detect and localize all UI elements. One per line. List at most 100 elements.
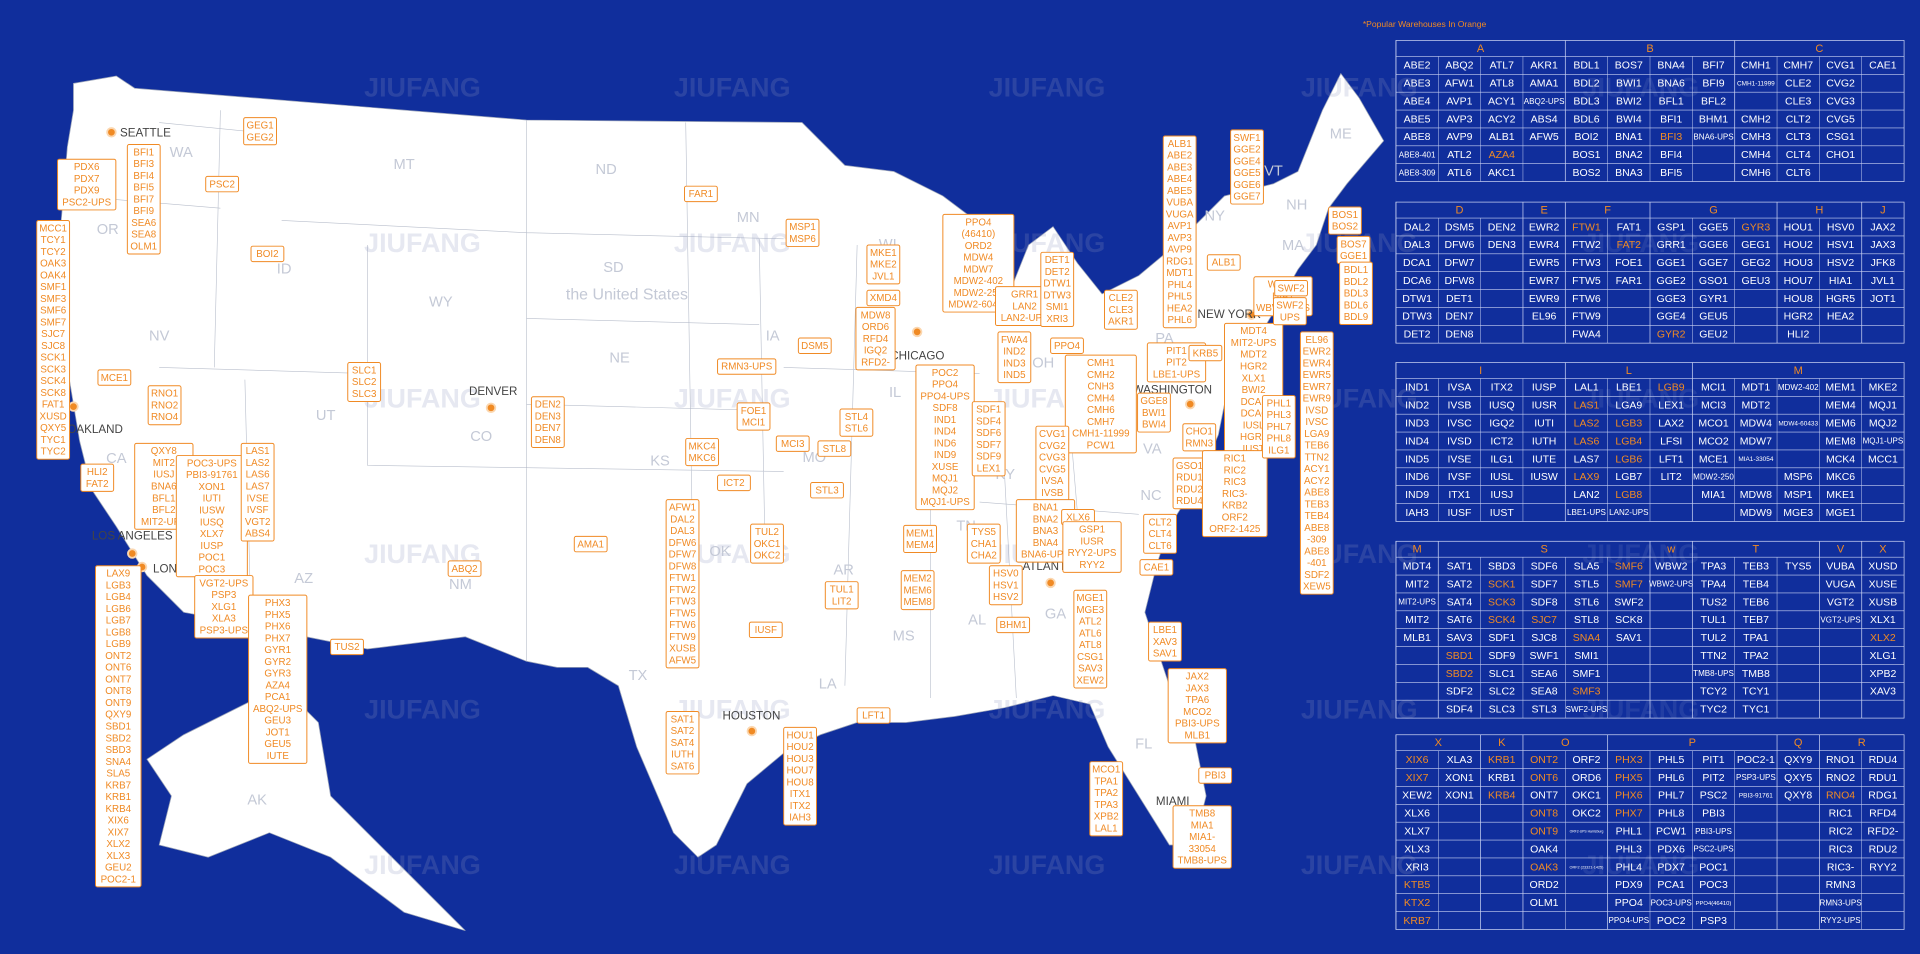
table-cell: BFI4 [1660,149,1682,161]
table-cell: MQJ1 [1869,400,1897,412]
warehouse-code: IND9 [934,450,956,461]
callout-box [1188,344,1223,362]
warehouse-code: GGE5 [1233,168,1261,179]
table-cell: ORD2 [1530,879,1559,891]
warehouse-code: BFI7 [133,194,154,205]
warehouse-code: TUL2 [755,527,779,538]
warehouse-code: IUTE [267,751,290,762]
table-cell: AZA4 [1489,149,1515,161]
warehouse-code: TCY1 [41,235,66,246]
warehouse-code: XLX1 [1242,373,1266,384]
warehouse-code: IUSL [1243,420,1265,431]
warehouse-code: CSG1 [1077,652,1104,663]
callout: TUS2 [330,638,364,656]
table-cell: AVP3 [1446,113,1472,125]
callout-box [966,523,1001,564]
warehouse-code: MDT2 [1240,350,1267,361]
table-cell: PHX3 [1615,754,1643,766]
callout-box [748,621,783,639]
table-cell: XAV3 [1870,686,1896,698]
table-cell: ABE2 [1404,60,1431,72]
table-cell: DCA1 [1403,257,1431,269]
table-cell: MEM1 [1825,382,1856,394]
table-cell: LAN2 [1573,489,1599,501]
table-cell: JFK8 [1871,257,1896,269]
callout-box [1062,521,1122,573]
table-cell: LEX1 [1658,400,1684,412]
table-cell: FTW9 [1572,311,1601,323]
table-cell: TPA2 [1743,650,1769,662]
table-cell: PHL5 [1658,754,1684,766]
warehouse-code: MSP6 [789,234,816,245]
warehouse-code: GYR2 [264,657,291,668]
warehouse-code: PHL4 [1167,280,1192,291]
table-cell: SMF7 [1615,578,1643,590]
table-cell: SLC1 [1489,668,1515,680]
table-cell: IUSR [1532,400,1558,412]
table-cell: ONT6 [1530,772,1558,784]
table-cell: IND4 [1405,435,1429,447]
warehouse-code: SJC8 [41,341,65,352]
warehouse-code: HEA2 [1167,303,1193,314]
table-cell: ABQ2 [1445,60,1473,72]
table-cell: AMA1 [1530,78,1559,90]
callout-box [573,535,608,553]
table-cell: HLI2 [1787,329,1809,341]
callout-box [785,218,820,247]
watermark: JIUFANG [364,228,481,258]
warehouse-code: SMI1 [1046,302,1069,313]
warehouse-code: PHL6 [1167,315,1192,326]
warehouse-code: RFD4 [863,334,889,345]
warehouse-code: UPS [1280,312,1301,323]
table-cell: TTN2 [1700,650,1726,662]
table-cell: DET2 [1404,329,1431,341]
state-label: VT [1264,163,1283,179]
state-label: CO [470,429,492,445]
table-cell: RNO2 [1826,772,1855,784]
warehouse-code: PSC2-UPS [62,197,111,208]
table-cell: KRB1 [1488,754,1516,766]
table-cell: RNO1 [1826,754,1855,766]
warehouse-code: DTW1 [1043,279,1071,290]
table-cell: MQJ2 [1869,418,1897,430]
callout: KRB5 [1188,344,1223,362]
warehouse-code: IUST [1242,444,1264,455]
table-cell: DAL2 [1404,221,1430,233]
warehouse-code: LGB6 [106,604,132,615]
callout: CAE1 [1139,559,1174,576]
table-cell: GSP1 [1657,221,1685,233]
city-dot [1045,577,1056,589]
table-cell: GGE6 [1699,239,1728,251]
table-cell: LAS7 [1574,453,1600,465]
warehouse-code: ILG1 [1268,446,1289,457]
table-cell: LBE1-UPS [1567,508,1606,517]
table-cell: LGB3 [1615,418,1642,430]
table-cell: CSG1 [1826,131,1855,143]
warehouse-code: TYC1 [41,435,66,446]
table-cell: MCI3 [1701,400,1726,412]
table-cell: MKE2 [1869,382,1898,394]
warehouse-code: SAT6 [671,761,695,772]
table-cell: DEN8 [1445,329,1473,341]
state-label: AZ [294,571,313,587]
table-cell: SAT1 [1447,561,1473,573]
table-cell: BDL6 [1573,113,1599,125]
warehouse-code: BFI9 [133,206,154,217]
state-label: MA [1282,238,1304,254]
warehouse-code: ATL2 [1079,617,1102,628]
table-cell: PPO4(46410) [1696,901,1732,907]
callout: DSM5 [797,337,832,354]
warehouse-code: RIC3 [1224,477,1247,488]
warehouse-code: IVSA [1041,476,1064,487]
table-cell: BHM1 [1699,113,1728,125]
warehouse-code: HOU3 [786,754,814,765]
callout-box [1089,761,1124,837]
